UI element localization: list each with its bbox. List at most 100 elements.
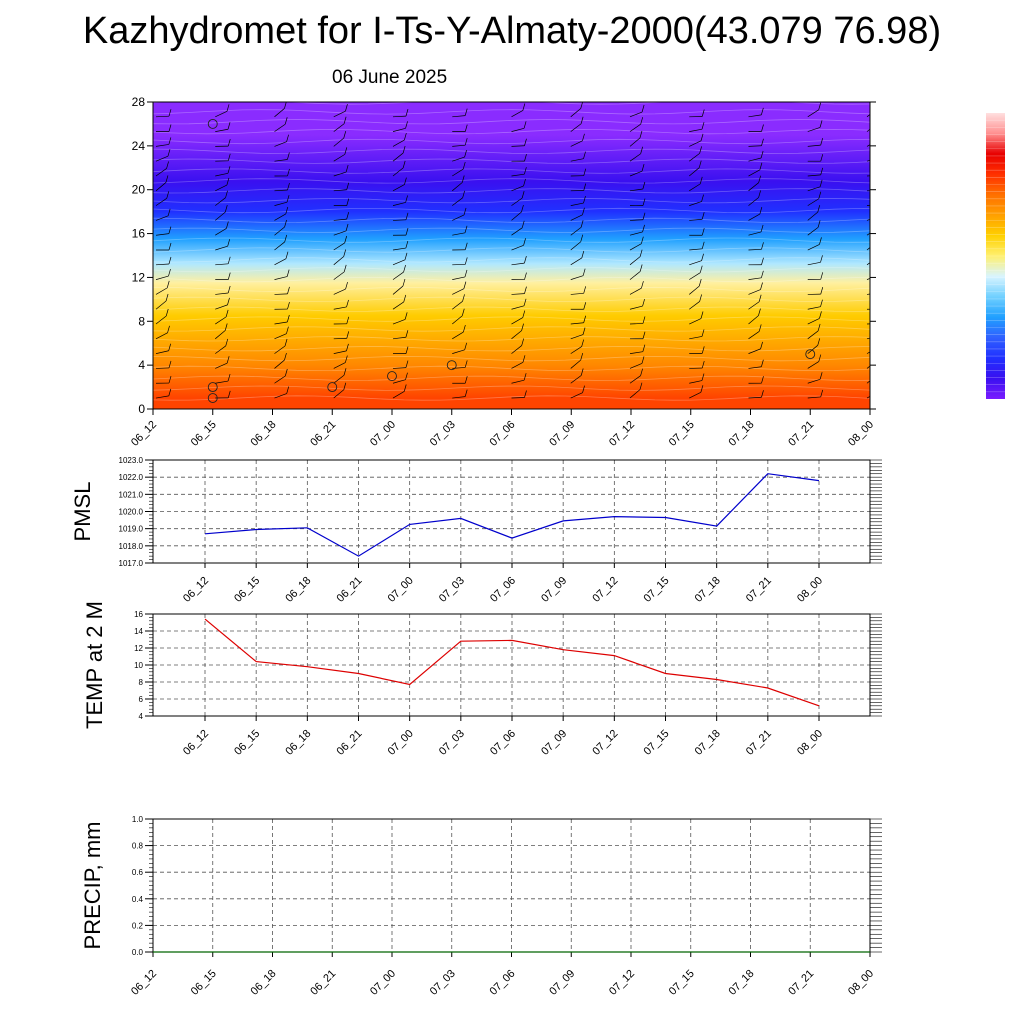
- wind-barb-flag: [699, 146, 702, 154]
- wind-barb: [274, 321, 288, 325]
- wind-barb-flag: [820, 287, 824, 295]
- wind-barb-flag: [168, 360, 172, 369]
- wind-barb-flag: [581, 250, 585, 259]
- wind-barb-flag: [583, 315, 587, 323]
- wind-barb: [392, 219, 407, 221]
- wind-barb: [807, 244, 820, 251]
- y-tick-label: 12: [132, 270, 146, 284]
- x-tick-label: 07_00: [386, 728, 416, 758]
- calm-marker: [805, 349, 816, 360]
- contour-line: [153, 138, 870, 145]
- wind-barb: [866, 247, 870, 251]
- wind-barb: [748, 157, 762, 162]
- wind-barb-flag: [877, 116, 879, 123]
- wind-barb: [629, 351, 643, 354]
- wind-barb-flag: [403, 294, 407, 303]
- wind-barb: [629, 111, 643, 118]
- wind-barb: [155, 144, 169, 147]
- wind-barb: [689, 218, 703, 221]
- wind-barb: [392, 184, 405, 192]
- wind-barb-flag: [343, 382, 347, 390]
- wind-barb: [452, 232, 466, 236]
- pmsl-series-line: [204, 473, 820, 557]
- wind-barb: [511, 110, 524, 118]
- wind-barb-flag: [582, 268, 586, 276]
- wind-barb-flag: [523, 298, 527, 306]
- wind-barb-flag: [701, 360, 705, 369]
- wind-barb: [274, 123, 286, 132]
- wind-barb: [452, 288, 465, 295]
- wind-barb: [866, 113, 870, 118]
- x-tick-label: 07_18: [693, 728, 723, 758]
- wind-barb: [689, 128, 703, 132]
- contour-line: [153, 207, 870, 214]
- y-tick-label: 6: [139, 695, 144, 704]
- wind-barb: [570, 158, 584, 162]
- x-tick-label: 06_21: [308, 419, 338, 449]
- wind-barb-flag: [227, 239, 231, 247]
- wind-barb: [689, 318, 702, 325]
- wind-barb: [511, 211, 522, 221]
- wind-barb-flag: [699, 176, 703, 184]
- wind-barb-flag: [464, 225, 468, 233]
- wind-barb: [748, 248, 762, 251]
- wind-barb-flag: [640, 146, 643, 154]
- wind-barb-flag: [583, 286, 587, 294]
- wind-barb-flag: [522, 310, 526, 318]
- wind-barb-flag: [167, 149, 171, 157]
- wind-barb-flag: [464, 149, 467, 158]
- wind-barb: [629, 375, 641, 384]
- contour-line: [153, 128, 870, 135]
- wind-barb-flag: [227, 272, 231, 280]
- x-tick-label: 07_15: [642, 575, 672, 605]
- wind-barb: [511, 244, 524, 251]
- wind-barb-flag: [877, 235, 879, 242]
- wind-barb: [155, 350, 169, 354]
- wind-barb-flag: [820, 154, 824, 162]
- wind-barb-flag: [524, 272, 527, 280]
- wind-barb: [155, 300, 167, 310]
- x-tick-label: 07_06: [488, 575, 518, 605]
- x-tick-label: 07_21: [786, 419, 816, 449]
- wind-barb: [570, 392, 583, 399]
- wind-barb-flag: [580, 352, 584, 361]
- wind-barb: [570, 227, 582, 236]
- wind-barb-flag: [285, 251, 289, 259]
- wind-barb-flag: [168, 268, 171, 277]
- wind-barb: [748, 289, 761, 295]
- wind-barb-flag: [403, 384, 407, 392]
- y-tick-label: 12: [134, 644, 143, 653]
- wind-barb-flag: [286, 386, 290, 394]
- wind-barb-flag: [464, 360, 468, 368]
- wind-barb: [274, 375, 286, 384]
- wind-barb: [511, 305, 525, 310]
- wind-barb: [511, 362, 524, 369]
- wind-barb: [866, 278, 870, 280]
- precip-ylabel: PRECIP, mm: [80, 822, 105, 950]
- wind-barb-flag: [464, 269, 468, 278]
- wind-barb: [748, 315, 759, 325]
- x-tick-label: 07_00: [368, 968, 398, 998]
- wind-barb: [866, 293, 870, 295]
- wind-barb-flag: [165, 175, 169, 183]
- wind-barb-flag: [524, 256, 527, 264]
- wind-barb: [570, 123, 582, 132]
- wind-barb: [392, 285, 404, 295]
- wind-barb-flag: [700, 385, 704, 393]
- x-tick-label: 06_12: [129, 968, 159, 998]
- wind-barb-flag: [463, 207, 467, 216]
- x-tick-label: 06_21: [335, 728, 365, 758]
- wind-barb-flag: [287, 182, 290, 191]
- wind-barb: [570, 257, 582, 266]
- wind-barb: [452, 214, 465, 221]
- x-tick-label: 07_15: [667, 968, 697, 998]
- wind-barb-flag: [346, 316, 350, 324]
- wind-barb-flag: [580, 368, 584, 376]
- wind-barb: [392, 319, 406, 325]
- wind-barb-flag: [226, 221, 229, 229]
- wind-barb-flag: [761, 257, 764, 265]
- wind-barb-flag: [521, 323, 524, 331]
- x-tick-label: 07_18: [727, 968, 757, 998]
- wind-barb-flag: [343, 264, 347, 272]
- wind-barb: [689, 380, 703, 384]
